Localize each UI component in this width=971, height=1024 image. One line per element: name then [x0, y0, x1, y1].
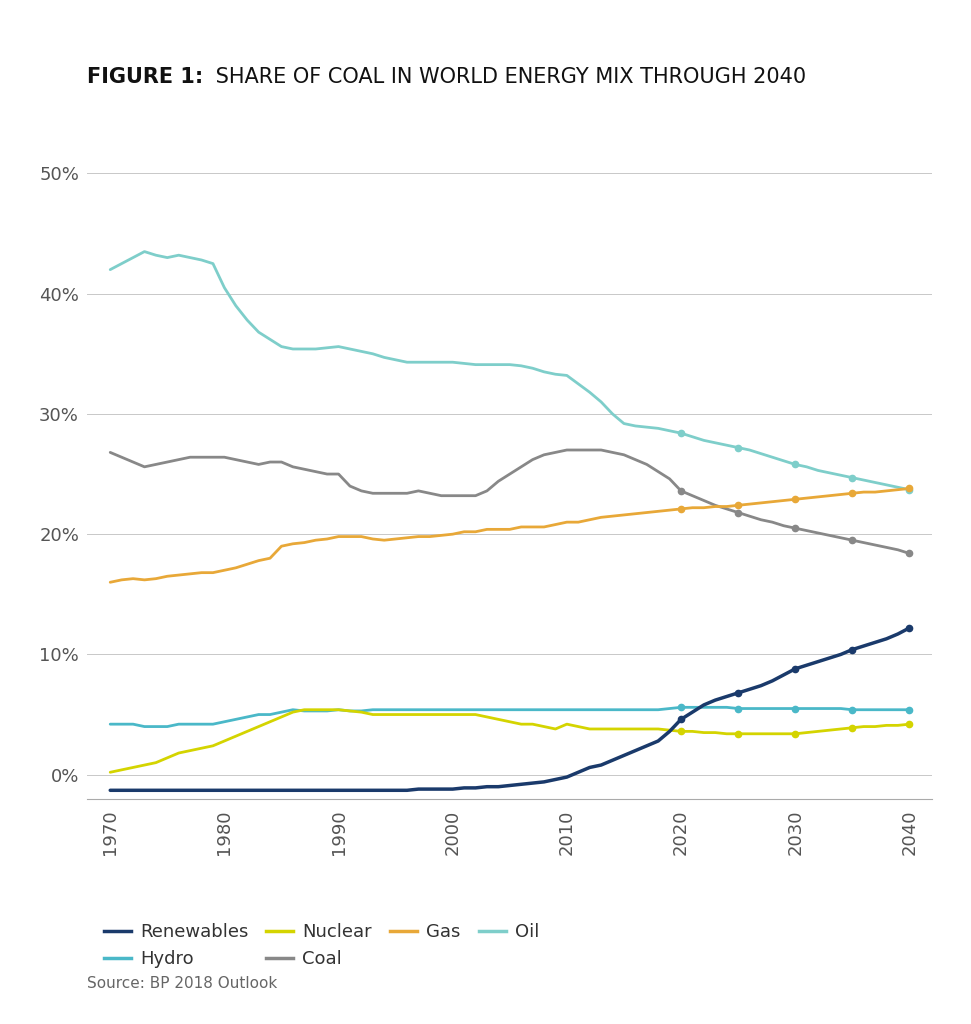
- Text: FIGURE 1:: FIGURE 1:: [87, 67, 204, 87]
- Legend: Renewables, Hydro, Nuclear, Coal, Gas, Oil: Renewables, Hydro, Nuclear, Coal, Gas, O…: [96, 915, 547, 975]
- Text: Source: BP 2018 Outlook: Source: BP 2018 Outlook: [87, 976, 278, 991]
- Text: SHARE OF COAL IN WORLD ENERGY MIX THROUGH 2040: SHARE OF COAL IN WORLD ENERGY MIX THROUG…: [209, 67, 806, 87]
